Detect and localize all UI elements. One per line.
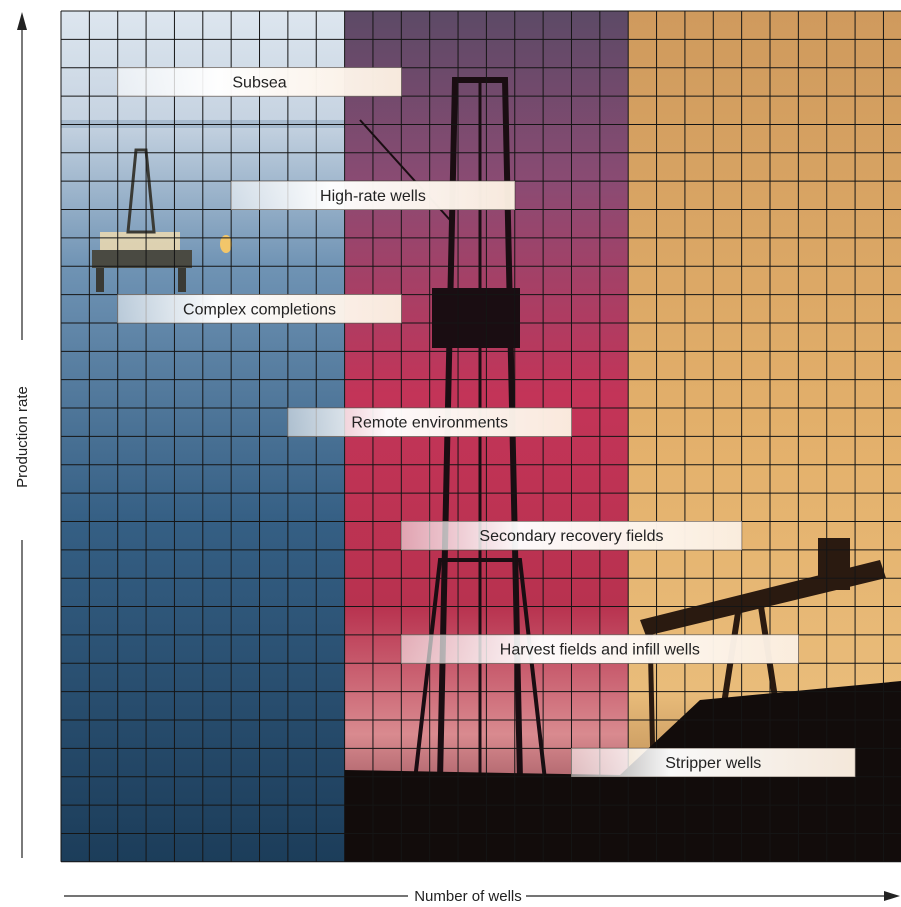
segment-bar [401, 634, 799, 664]
platform-leg-left [96, 268, 104, 292]
gas-flare [220, 235, 232, 253]
segment-label: High-rate wells [320, 188, 426, 205]
platform-lights [100, 232, 180, 250]
segment-labels: Subsea High-rate wells Complex completions… [117, 67, 856, 778]
pumpjack-horsehead [818, 538, 850, 590]
segment-bar [117, 67, 402, 97]
x-axis-arrowhead [884, 891, 900, 901]
segment-bar [230, 180, 516, 210]
segment-label: Remote environments [351, 415, 508, 432]
derrick-platform [432, 288, 520, 348]
x-axis: Number of wells [64, 888, 900, 905]
y-axis: Production rate [14, 12, 31, 858]
segment-label: Complex completions [183, 301, 336, 318]
segment-bar [287, 407, 572, 437]
segment-label: Stripper wells [665, 755, 761, 772]
segment-bar [401, 521, 742, 551]
segment-label: Subsea [232, 74, 286, 91]
platform-leg-right [178, 268, 186, 292]
segment-bar [571, 748, 856, 778]
y-axis-arrowhead [17, 12, 27, 30]
segment-label: Harvest fields and infill wells [500, 642, 700, 659]
platform-deck [92, 250, 192, 268]
ground-silhouette [344, 681, 901, 862]
x-axis-label: Number of wells [414, 888, 522, 905]
segment-label: Secondary recovery fields [479, 528, 663, 545]
segment-bar [117, 294, 402, 324]
y-axis-label: Production rate [14, 386, 31, 488]
